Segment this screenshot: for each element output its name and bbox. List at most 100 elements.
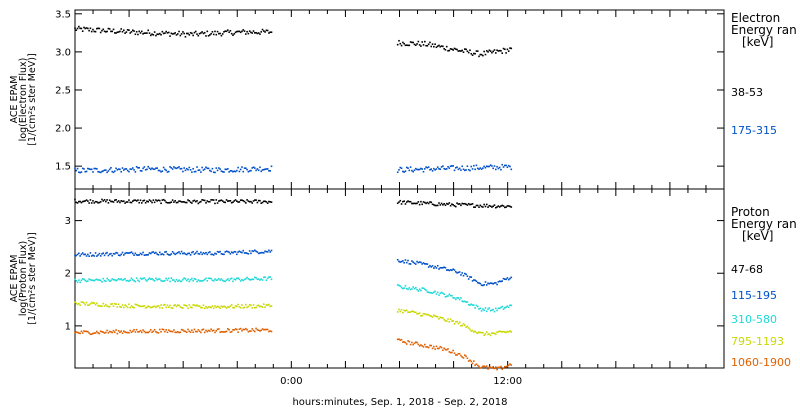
data-point bbox=[474, 364, 476, 366]
data-point bbox=[242, 328, 245, 331]
data-point bbox=[510, 304, 513, 307]
data-point bbox=[210, 277, 212, 280]
data-point bbox=[482, 284, 484, 287]
data-point bbox=[414, 202, 417, 205]
data-point bbox=[457, 50, 460, 52]
data-point bbox=[221, 331, 224, 333]
data-point bbox=[178, 251, 180, 253]
data-point bbox=[445, 295, 448, 298]
data-point bbox=[493, 49, 496, 51]
data-point bbox=[257, 252, 260, 255]
data-point bbox=[157, 305, 160, 307]
data-point bbox=[400, 308, 403, 311]
data-point bbox=[429, 201, 431, 203]
data-point bbox=[184, 169, 187, 172]
data-point bbox=[216, 30, 219, 33]
data-point bbox=[449, 204, 452, 207]
data-point bbox=[491, 332, 493, 334]
data-point bbox=[507, 205, 510, 207]
data-point bbox=[101, 305, 103, 308]
data-point bbox=[160, 33, 162, 36]
y-axis-label: ACE EPAM bbox=[9, 255, 20, 303]
data-point bbox=[409, 41, 412, 43]
data-point bbox=[470, 52, 473, 55]
data-point bbox=[111, 30, 114, 33]
data-point bbox=[234, 31, 237, 34]
data-point bbox=[254, 330, 256, 333]
data-point bbox=[221, 170, 224, 173]
legend-title: Energy ran bbox=[731, 217, 797, 231]
data-point bbox=[170, 167, 173, 169]
data-point bbox=[232, 34, 234, 37]
data-point bbox=[418, 345, 421, 347]
data-point bbox=[81, 301, 84, 303]
data-point bbox=[193, 31, 196, 34]
data-point bbox=[220, 252, 223, 255]
data-point bbox=[144, 254, 147, 256]
y-tick-label: 2.0 bbox=[55, 124, 71, 135]
data-point bbox=[400, 44, 403, 47]
data-point bbox=[192, 167, 194, 170]
data-point bbox=[92, 254, 94, 257]
data-point bbox=[466, 50, 469, 53]
data-point bbox=[496, 165, 498, 168]
data-point bbox=[87, 330, 89, 333]
data-point bbox=[156, 167, 158, 169]
data-point bbox=[216, 305, 219, 308]
data-point bbox=[135, 30, 138, 33]
data-point bbox=[233, 200, 236, 202]
data-point bbox=[88, 278, 90, 280]
data-point bbox=[458, 298, 461, 301]
data-point bbox=[489, 282, 492, 284]
data-point bbox=[420, 315, 422, 317]
data-point bbox=[451, 203, 453, 206]
y-tick-label: 1 bbox=[65, 321, 71, 332]
data-point bbox=[233, 33, 236, 35]
data-point bbox=[203, 168, 206, 170]
data-point bbox=[485, 365, 488, 367]
data-point bbox=[474, 168, 476, 171]
data-point bbox=[94, 252, 97, 254]
data-point bbox=[491, 282, 493, 285]
data-point bbox=[480, 366, 483, 369]
data-point bbox=[110, 200, 112, 203]
data-point bbox=[173, 252, 175, 255]
data-point bbox=[76, 202, 79, 204]
data-point bbox=[224, 168, 227, 171]
series-115-195 bbox=[74, 249, 513, 287]
data-point bbox=[133, 169, 135, 171]
data-point bbox=[215, 330, 218, 332]
data-point bbox=[206, 253, 209, 256]
data-point bbox=[483, 309, 485, 312]
data-point bbox=[475, 204, 478, 207]
data-point bbox=[189, 254, 192, 256]
data-point bbox=[155, 199, 157, 201]
data-point bbox=[106, 305, 108, 307]
data-point bbox=[185, 331, 188, 334]
data-point bbox=[149, 278, 152, 281]
data-point bbox=[147, 253, 150, 256]
data-point bbox=[152, 168, 155, 170]
data-point bbox=[142, 251, 144, 254]
data-point bbox=[130, 305, 133, 307]
data-point bbox=[162, 32, 165, 35]
data-point bbox=[466, 204, 469, 206]
data-point bbox=[124, 202, 126, 204]
data-point bbox=[246, 306, 248, 309]
data-point bbox=[148, 305, 151, 308]
data-point bbox=[183, 277, 185, 279]
data-point bbox=[79, 304, 81, 307]
data-point bbox=[436, 315, 439, 318]
data-point bbox=[183, 252, 185, 254]
data-point bbox=[149, 328, 152, 331]
data-point bbox=[474, 279, 476, 282]
data-point bbox=[155, 330, 157, 333]
data-point bbox=[74, 301, 76, 304]
data-point bbox=[442, 349, 444, 352]
data-point bbox=[93, 332, 96, 334]
data-point bbox=[102, 252, 105, 254]
data-point bbox=[265, 201, 268, 203]
data-point bbox=[137, 33, 139, 36]
data-point bbox=[412, 170, 414, 173]
data-point bbox=[487, 165, 489, 168]
